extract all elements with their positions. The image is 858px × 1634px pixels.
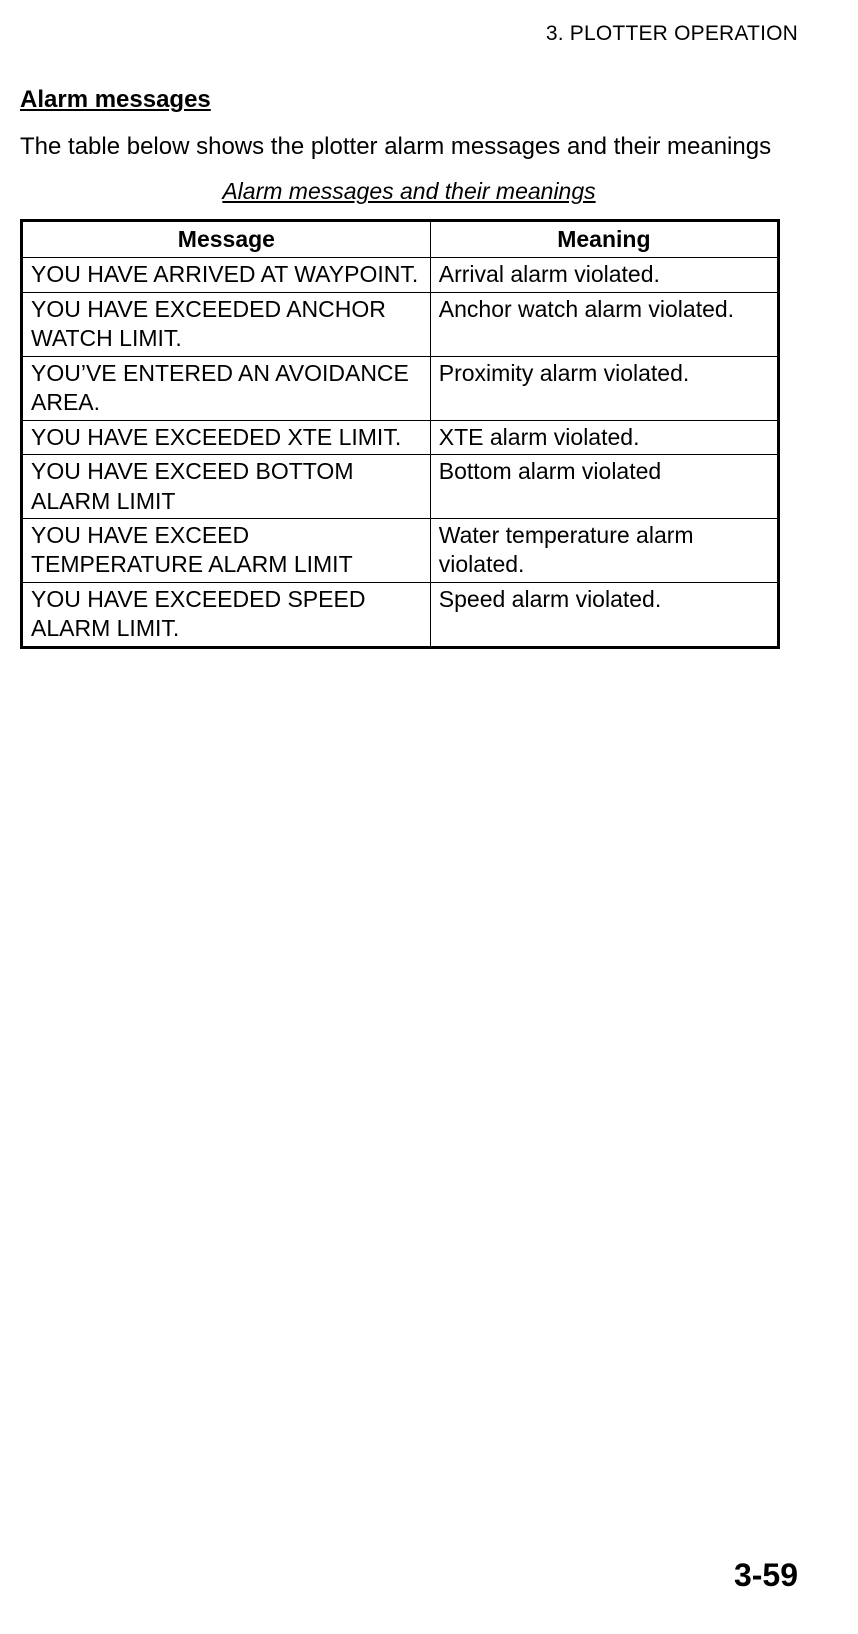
alarm-table: Message Meaning YOU HAVE ARRIVED AT WAYP… bbox=[20, 219, 780, 649]
table-row: YOU HAVE EXCEEDED ANCHOR WATCH LIMIT. An… bbox=[22, 292, 779, 356]
cell-message: YOU HAVE EXCEEDED SPEED ALARM LIMIT. bbox=[22, 582, 431, 647]
col-header-message: Message bbox=[22, 221, 431, 258]
table-row: YOU HAVE EXCEED TEMPERATURE ALARM LIMIT … bbox=[22, 518, 779, 582]
page-number: 3-59 bbox=[734, 1557, 798, 1594]
col-header-meaning: Meaning bbox=[430, 221, 778, 258]
cell-meaning: Proximity alarm violated. bbox=[430, 356, 778, 420]
cell-message: YOU HAVE EXCEEDED XTE LIMIT. bbox=[22, 420, 431, 454]
table-row: YOU HAVE ARRIVED AT WAYPOINT. Arrival al… bbox=[22, 258, 779, 292]
table-row: YOU HAVE EXCEEDED SPEED ALARM LIMIT. Spe… bbox=[22, 582, 779, 647]
cell-message: YOU HAVE ARRIVED AT WAYPOINT. bbox=[22, 258, 431, 292]
running-header: 3. PLOTTER OPERATION bbox=[20, 22, 798, 46]
table-row: YOU HAVE EXCEEDED XTE LIMIT. XTE alarm v… bbox=[22, 420, 779, 454]
cell-meaning: Bottom alarm violated bbox=[430, 455, 778, 519]
table-row: YOU HAVE EXCEED BOTTOM ALARM LIMIT Botto… bbox=[22, 455, 779, 519]
page: 3. PLOTTER OPERATION Alarm messages The … bbox=[0, 0, 858, 1634]
cell-meaning: Speed alarm violated. bbox=[430, 582, 778, 647]
cell-meaning: Water temperature alarm violated. bbox=[430, 518, 778, 582]
table-header-row: Message Meaning bbox=[22, 221, 779, 258]
section-intro: The table below shows the plotter alarm … bbox=[20, 132, 798, 162]
cell-meaning: XTE alarm violated. bbox=[430, 420, 778, 454]
cell-message: YOU HAVE EXCEED BOTTOM ALARM LIMIT bbox=[22, 455, 431, 519]
cell-meaning: Arrival alarm violated. bbox=[430, 258, 778, 292]
table-caption: Alarm messages and their meanings bbox=[20, 178, 798, 205]
cell-meaning: Anchor watch alarm violated. bbox=[430, 292, 778, 356]
table-row: YOU’VE ENTERED AN AVOIDANCE AREA. Proxim… bbox=[22, 356, 779, 420]
cell-message: YOU HAVE EXCEED TEMPERATURE ALARM LIMIT bbox=[22, 518, 431, 582]
cell-message: YOU HAVE EXCEEDED ANCHOR WATCH LIMIT. bbox=[22, 292, 431, 356]
section-heading: Alarm messages bbox=[20, 86, 798, 114]
cell-message: YOU’VE ENTERED AN AVOIDANCE AREA. bbox=[22, 356, 431, 420]
